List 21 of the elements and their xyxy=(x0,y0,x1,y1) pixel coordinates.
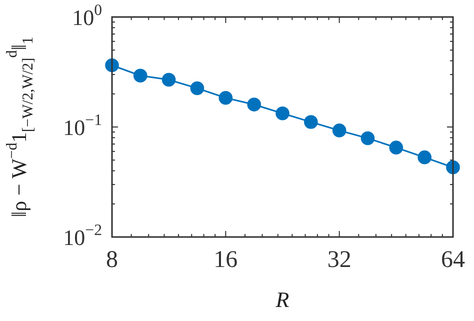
x-tick-label: 8 xyxy=(106,247,118,273)
y-tick-label: 10$^{0}$ xyxy=(72,2,102,30)
point xyxy=(218,90,233,105)
x-tick-label: 16 xyxy=(214,247,238,273)
x-axis-title: R xyxy=(274,287,290,312)
point xyxy=(389,140,404,154)
point xyxy=(276,106,290,120)
point xyxy=(162,72,176,87)
point xyxy=(332,124,346,138)
point xyxy=(105,58,119,72)
point xyxy=(446,160,460,174)
y-tick-label: 10$^{−1}$ xyxy=(63,112,102,140)
point xyxy=(133,68,148,83)
point xyxy=(190,81,204,96)
point xyxy=(247,98,262,112)
x-tick-label: 64 xyxy=(441,247,465,273)
point xyxy=(418,150,432,164)
x-tick-label: 32 xyxy=(327,247,352,273)
point xyxy=(304,115,318,129)
point xyxy=(360,131,375,146)
y-tick-label: 10$^{−2}$ xyxy=(63,222,102,250)
